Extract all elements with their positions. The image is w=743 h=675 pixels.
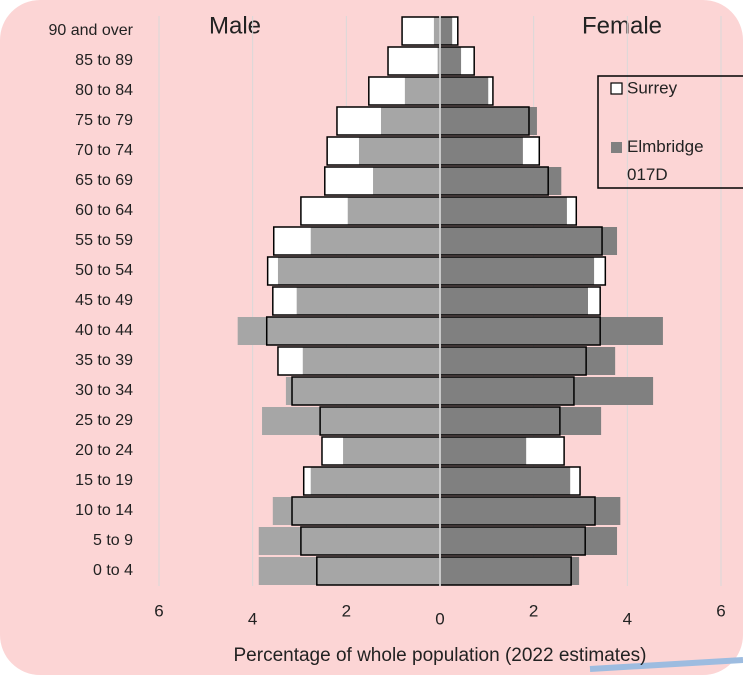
elmbridge-bar [440, 197, 567, 225]
elmbridge-bar [358, 137, 440, 165]
elmbridge-bar [440, 407, 602, 435]
category-label: 35 to 39 [75, 352, 133, 369]
category-label: 75 to 79 [75, 112, 133, 129]
elmbridge-bar [272, 497, 440, 525]
legend-label: Surrey [627, 78, 678, 97]
x-axis-label: Percentage of whole population (2022 est… [234, 645, 647, 666]
category-label: 65 to 69 [75, 172, 133, 189]
elmbridge-bar [440, 497, 621, 525]
female-label: Female [582, 12, 662, 39]
x-tick-label: 2 [529, 601, 538, 620]
surrey-bar [388, 47, 440, 75]
elmbridge-bar [440, 137, 523, 165]
x-tick-label: 6 [716, 601, 725, 620]
elmbridge-bar [347, 197, 440, 225]
elmbridge-bar [440, 467, 571, 495]
elmbridge-bar [440, 107, 537, 135]
legend: Surrey Elmbridge 017D [597, 75, 743, 189]
category-label: 60 to 64 [75, 202, 133, 219]
legend-swatch [611, 142, 622, 153]
decor-line [589, 657, 743, 672]
elmbridge-bar [258, 557, 440, 585]
elmbridge-bar [373, 167, 440, 195]
x-tick-label: 4 [248, 609, 257, 628]
elmbridge-bar [440, 77, 489, 105]
male-label: Male [209, 12, 261, 39]
elmbridge-bar [404, 77, 440, 105]
elmbridge-bar [437, 47, 440, 75]
elmbridge-bar [440, 437, 527, 465]
elmbridge-bar [433, 17, 440, 45]
legend-box [597, 75, 743, 189]
elmbridge-bar [440, 377, 654, 405]
elmbridge-bar [285, 377, 440, 405]
x-tick-label: 2 [342, 601, 351, 620]
category-label: 50 to 54 [75, 262, 133, 279]
legend-label-line: Elmbridge [627, 137, 704, 156]
legend-label-line: 017D [627, 165, 668, 184]
legend-swatch [610, 82, 623, 95]
surrey-bar [402, 17, 440, 45]
category-label: 0 to 4 [93, 562, 133, 579]
category-label: 85 to 89 [75, 52, 133, 69]
elmbridge-bar [440, 317, 663, 345]
elmbridge-bar [258, 527, 440, 555]
x-tick-label: 0 [435, 609, 444, 628]
elmbridge-bar [440, 167, 562, 195]
x-tick-label: 4 [623, 609, 632, 628]
elmbridge-bar [296, 287, 440, 315]
category-label: 20 to 24 [75, 442, 133, 459]
elmbridge-bar [440, 287, 588, 315]
category-label: 90 and over [48, 22, 133, 39]
x-tick-label: 6 [154, 601, 163, 620]
elmbridge-bar [440, 527, 618, 555]
elmbridge-bar [440, 227, 618, 255]
elmbridge-bar [440, 557, 580, 585]
elmbridge-bar [302, 347, 440, 375]
category-label: 80 to 84 [75, 82, 133, 99]
category-label: 45 to 49 [75, 292, 133, 309]
elmbridge-bar [310, 227, 440, 255]
elmbridge-bar [237, 317, 440, 345]
elmbridge-bar [262, 407, 440, 435]
category-label: 10 to 14 [75, 502, 133, 519]
category-label: 55 to 59 [75, 232, 133, 249]
category-label: 25 to 29 [75, 412, 133, 429]
category-label: 5 to 9 [93, 532, 133, 549]
category-label: 30 to 34 [75, 382, 133, 399]
elmbridge-bar [380, 107, 440, 135]
legend-label: Elmbridge 017D [627, 137, 704, 184]
elmbridge-bar [440, 347, 616, 375]
category-label: 40 to 44 [75, 322, 133, 339]
category-label: 70 to 74 [75, 142, 133, 159]
elmbridge-bar [440, 17, 453, 45]
elmbridge-bar [440, 47, 462, 75]
elmbridge-bar [343, 437, 440, 465]
category-label: 15 to 19 [75, 472, 133, 489]
elmbridge-bar [440, 257, 595, 285]
elmbridge-bar [310, 467, 440, 495]
elmbridge-bar [277, 257, 440, 285]
